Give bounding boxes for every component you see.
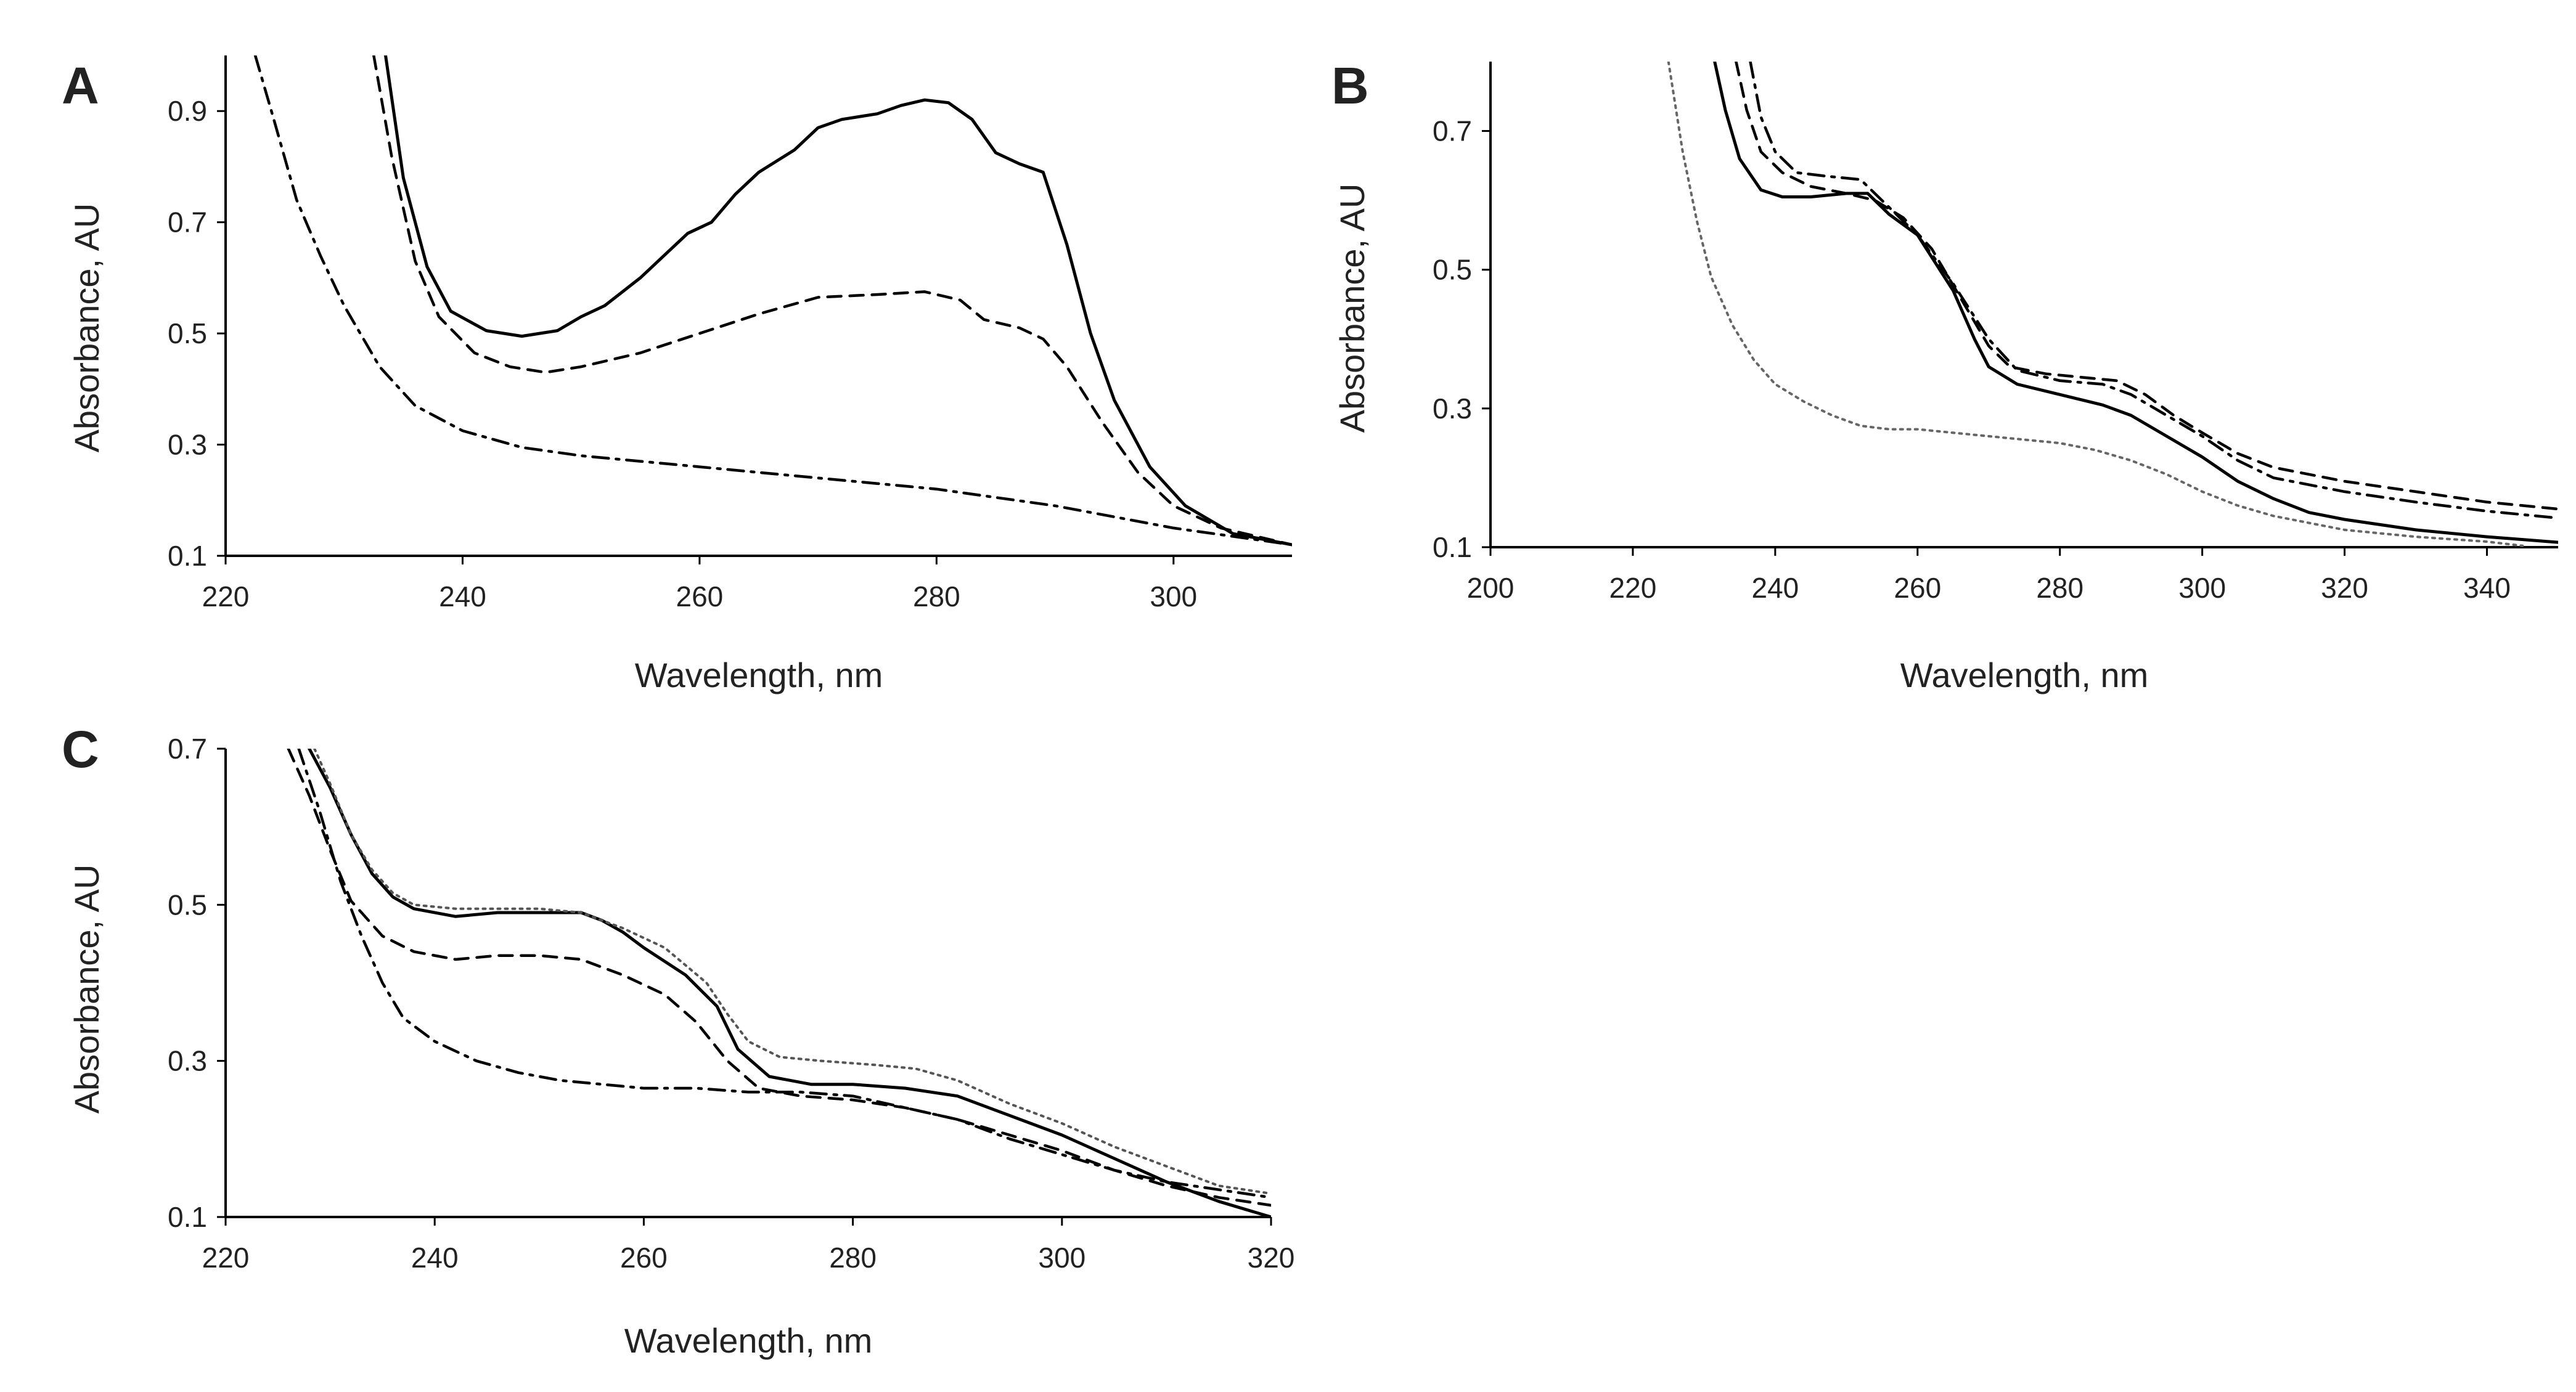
panel-b-x-tick-label: 300 — [2178, 572, 2226, 604]
panel-c-x-tick-label: 300 — [1038, 1242, 1086, 1274]
panel-a-x-tick-label: 220 — [202, 580, 250, 613]
panel-b-y-tick-label: 0.3 — [1433, 393, 1472, 425]
panel-a-x-axis-title: Wavelength, nm — [635, 656, 883, 694]
panel-c-y-tick-label: 0.3 — [168, 1045, 207, 1077]
panel-c-series-dash-dot — [297, 749, 1271, 1199]
panel-c-y-axis-title: Absorbance, AU — [67, 865, 106, 1114]
panel-a-y-tick-label: 0.7 — [168, 206, 207, 238]
panel-a-x-tick-label: 260 — [676, 580, 724, 613]
panel-b-x-tick-label: 240 — [1751, 572, 1799, 604]
panel-b-x-tick-label: 200 — [1467, 572, 1515, 604]
panel-a-series-group — [253, 55, 1292, 547]
panel-b-x-tick-label: 260 — [1894, 572, 1941, 604]
panel-b-x-axis-title: Wavelength, nm — [1900, 656, 2149, 694]
panel-c-y-tick-label: 0.1 — [168, 1201, 207, 1233]
panel-b-y-axis-title: Absorbance, AU — [1333, 184, 1372, 433]
panel-c-x-tick-label: 320 — [1248, 1242, 1295, 1274]
panel-b-x-tick-label: 340 — [2463, 572, 2511, 604]
panel-b-y-tick-label: 0.7 — [1433, 115, 1472, 147]
panel-b-x-tick-label: 280 — [2036, 572, 2083, 604]
panel-a-letter: A — [62, 57, 99, 115]
panel-b: B Wavelength, nm Absorbance, AU 0.1 0.3 0.… — [1331, 57, 2558, 694]
panel-b-letter: B — [1331, 57, 1369, 115]
panel-b-series-dash-dot — [1749, 62, 2558, 519]
panel-b-x-tick-label: 220 — [1609, 572, 1657, 604]
panel-c-y-tick-label: 0.7 — [168, 733, 207, 765]
panel-c-x-tick-label: 240 — [411, 1242, 459, 1274]
panel-c-series-dotted — [313, 749, 1271, 1195]
panel-c-x-tick-label: 220 — [202, 1242, 250, 1274]
panel-c-series-group — [287, 749, 1271, 1217]
panel-c-letter: C — [62, 720, 99, 778]
panel-b-series-dotted — [1667, 62, 2524, 547]
panel-a: A Wavelength, nm Absorbance, AU 0.1 0.3 0.… — [62, 55, 1292, 694]
panel-b-y-tick-label: 0.1 — [1433, 531, 1472, 563]
panel-c: C Wavelength, nm Absorbance, AU 0.1 0.3 0.… — [62, 720, 1294, 1360]
panel-c-y-tick-label: 0.5 — [168, 889, 207, 921]
panel-a-y-tick-label: 0.5 — [168, 317, 207, 349]
panel-c-x-axis-title: Wavelength, nm — [624, 1321, 873, 1360]
panel-c-series-dashed — [287, 749, 1271, 1207]
panel-a-x-tick-label: 240 — [439, 580, 486, 613]
panel-a-x-tick-label: 300 — [1150, 580, 1197, 613]
panel-b-x-tick-label: 320 — [2321, 572, 2368, 604]
panel-b-series-dashed — [1735, 62, 2558, 511]
panel-a-y-tick-label: 0.1 — [168, 540, 207, 572]
panel-a-series-solid — [384, 55, 1292, 547]
panel-a-y-axis-title: Absorbance, AU — [67, 203, 106, 453]
panel-a-series-dashed — [372, 55, 1292, 547]
panel-a-series-dash-dot — [253, 55, 1292, 547]
panel-b-y-tick-label: 0.5 — [1433, 254, 1472, 286]
panel-a-x-tick-label: 280 — [913, 580, 960, 613]
panel-a-y-tick-label: 0.9 — [168, 95, 207, 127]
panel-b-series-solid — [1713, 62, 2558, 544]
panel-c-series-solid — [308, 749, 1271, 1217]
panel-a-y-tick-label: 0.3 — [168, 429, 207, 461]
panel-c-x-tick-label: 280 — [829, 1242, 877, 1274]
panel-b-series-group — [1667, 62, 2558, 547]
panel-c-x-tick-label: 260 — [620, 1242, 668, 1274]
